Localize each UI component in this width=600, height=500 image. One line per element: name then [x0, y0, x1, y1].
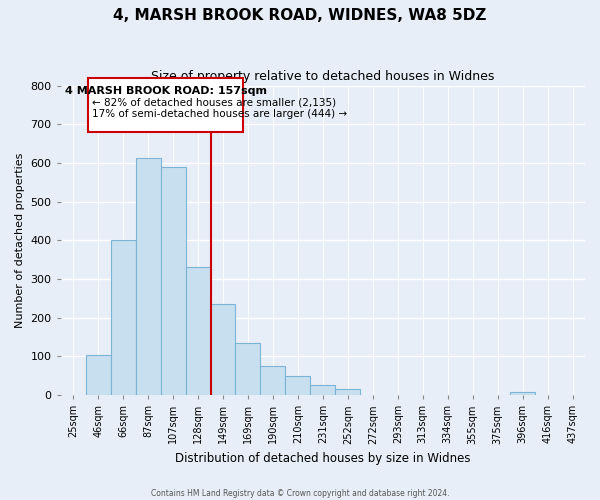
Title: Size of property relative to detached houses in Widnes: Size of property relative to detached ho…	[151, 70, 494, 83]
Text: Contains HM Land Registry data © Crown copyright and database right 2024.: Contains HM Land Registry data © Crown c…	[151, 488, 449, 498]
Bar	[86, 354, 110, 395]
Bar	[235, 343, 260, 395]
Bar	[161, 167, 185, 395]
Bar	[136, 158, 161, 395]
Bar	[286, 376, 310, 395]
Text: 4 MARSH BROOK ROAD: 157sqm: 4 MARSH BROOK ROAD: 157sqm	[65, 86, 266, 96]
Text: ← 82% of detached houses are smaller (2,135): ← 82% of detached houses are smaller (2,…	[92, 97, 336, 107]
Bar	[310, 386, 335, 395]
Y-axis label: Number of detached properties: Number of detached properties	[15, 152, 25, 328]
Bar	[185, 268, 211, 395]
X-axis label: Distribution of detached houses by size in Widnes: Distribution of detached houses by size …	[175, 452, 470, 465]
Bar	[211, 304, 235, 395]
Text: 17% of semi-detached houses are larger (444) →: 17% of semi-detached houses are larger (…	[92, 109, 347, 119]
Text: 4, MARSH BROOK ROAD, WIDNES, WA8 5DZ: 4, MARSH BROOK ROAD, WIDNES, WA8 5DZ	[113, 8, 487, 22]
Bar	[510, 392, 535, 395]
Bar	[335, 390, 361, 395]
FancyBboxPatch shape	[88, 78, 243, 132]
Bar	[110, 240, 136, 395]
Bar	[260, 366, 286, 395]
